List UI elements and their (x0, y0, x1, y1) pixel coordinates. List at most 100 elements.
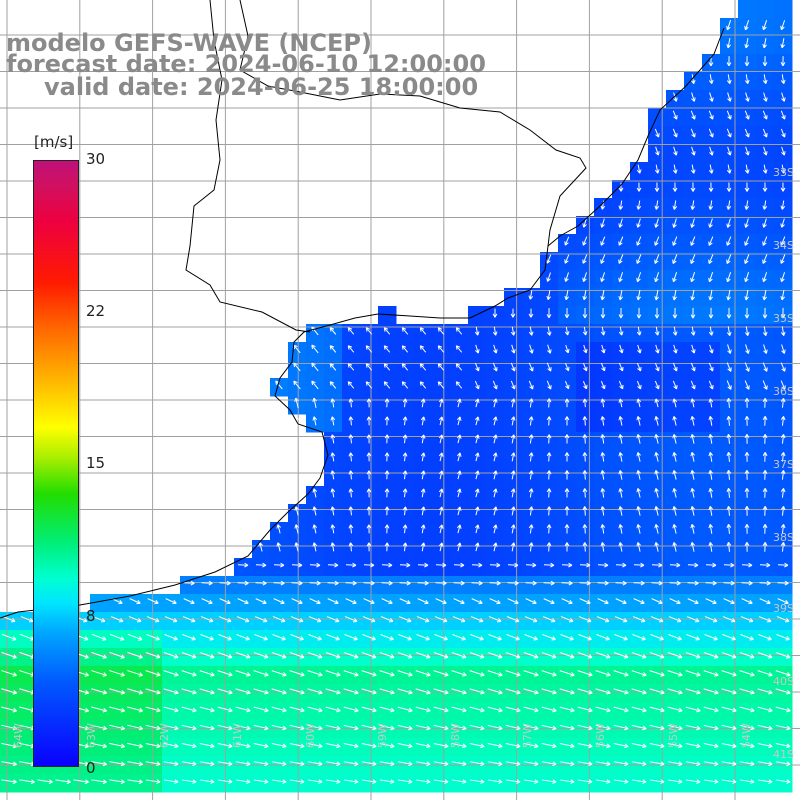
wind-cell (558, 720, 577, 739)
wind-cell (450, 558, 469, 577)
valid-date: valid date: 2024-06-25 18:00:00 (44, 73, 479, 101)
wind-arrow (708, 289, 713, 301)
wind-arrow (325, 743, 341, 749)
wind-arrow (307, 670, 323, 677)
wind-arrow (37, 779, 53, 784)
wind-arrow (487, 706, 503, 713)
wind-cell (540, 684, 559, 703)
wind-arrow (578, 616, 592, 623)
wind-arrow (253, 724, 269, 731)
wind-arrow (402, 452, 408, 462)
wind-arrow (1, 651, 17, 659)
wind-arrow (614, 616, 628, 623)
wind-arrow (127, 633, 143, 641)
wind-arrow (636, 218, 641, 228)
wind-arrow (780, 38, 785, 49)
wind-arrow (402, 398, 408, 408)
wind-arrow (649, 743, 665, 749)
wind-cell (756, 36, 775, 55)
wind-arrow (469, 706, 485, 713)
wind-cell (324, 342, 343, 361)
wind-cell (540, 576, 559, 595)
wind-cell (234, 576, 253, 595)
wind-arrow (721, 670, 737, 677)
wind-cell (234, 774, 253, 793)
wind-cell (756, 0, 775, 19)
wind-arrow (271, 743, 287, 749)
wind-cell (684, 648, 703, 667)
wind-arrow (327, 562, 339, 568)
wind-arrow (709, 146, 714, 156)
wind-arrow (618, 307, 624, 319)
wind-arrow (348, 542, 354, 552)
wind-arrow (762, 523, 768, 534)
wind-arrow (347, 327, 355, 335)
wind-arrow (217, 724, 233, 731)
wind-arrow (127, 706, 144, 713)
wind-cell (324, 324, 343, 343)
wind-arrow (583, 344, 588, 354)
wind-arrow (780, 200, 786, 210)
wind-arrow (595, 724, 611, 731)
wind-arrow (708, 505, 714, 516)
wind-arrow (690, 164, 696, 174)
wind-arrow (649, 779, 665, 784)
wind-cell (108, 720, 127, 739)
wind-arrow (780, 452, 786, 462)
wind-arrow (330, 542, 336, 552)
wind-arrow (507, 562, 519, 568)
wind-cell (414, 774, 433, 793)
wind-cell (342, 774, 361, 793)
wind-cell (180, 594, 199, 613)
wind-arrow (619, 344, 624, 354)
wind-cell (378, 594, 397, 613)
wind-cell (774, 666, 793, 685)
wind-arrow (381, 580, 393, 586)
wind-cell (612, 198, 631, 217)
wind-arrow (636, 236, 642, 246)
wind-cell (90, 774, 109, 793)
wind-arrow (726, 487, 732, 498)
wind-cell (342, 378, 361, 397)
wind-arrow (271, 652, 287, 659)
wind-cell (594, 774, 613, 793)
wind-arrow (776, 616, 790, 623)
wind-arrow (181, 724, 197, 731)
wind-cell (324, 684, 343, 703)
wind-cell (432, 720, 451, 739)
wind-cell (198, 738, 217, 757)
wind-cell (612, 720, 631, 739)
wind-cell (720, 18, 739, 37)
wind-cell (558, 288, 577, 307)
wind-arrow (600, 452, 606, 462)
wind-arrow (690, 469, 695, 480)
wind-arrow (55, 779, 71, 784)
wind-arrow (757, 688, 773, 695)
wind-arrow (726, 362, 732, 372)
wind-cell (18, 702, 37, 721)
wind-arrow (723, 562, 735, 568)
wind-arrow (145, 670, 161, 677)
wind-cell (522, 720, 541, 739)
wind-arrow (775, 706, 791, 713)
wind-arrow (618, 542, 624, 552)
wind-arrow (308, 634, 322, 641)
wind-arrow (183, 598, 195, 605)
wind-cell (522, 738, 541, 757)
wind-cell (414, 504, 433, 523)
wind-arrow (780, 488, 786, 498)
wind-arrow (631, 652, 647, 659)
wind-arrow (546, 452, 552, 462)
wind-arrow (546, 362, 552, 372)
wind-arrow (347, 363, 355, 371)
wind-arrow (762, 505, 768, 516)
wind-arrow (690, 523, 695, 534)
wind-arrow (434, 634, 448, 641)
wind-cell (540, 666, 559, 685)
wind-cell (486, 504, 505, 523)
wind-arrow (726, 200, 732, 210)
wind-arrow (757, 743, 773, 749)
wind-cell (432, 702, 451, 721)
wind-arrow (726, 254, 732, 264)
wind-arrow (654, 434, 659, 444)
